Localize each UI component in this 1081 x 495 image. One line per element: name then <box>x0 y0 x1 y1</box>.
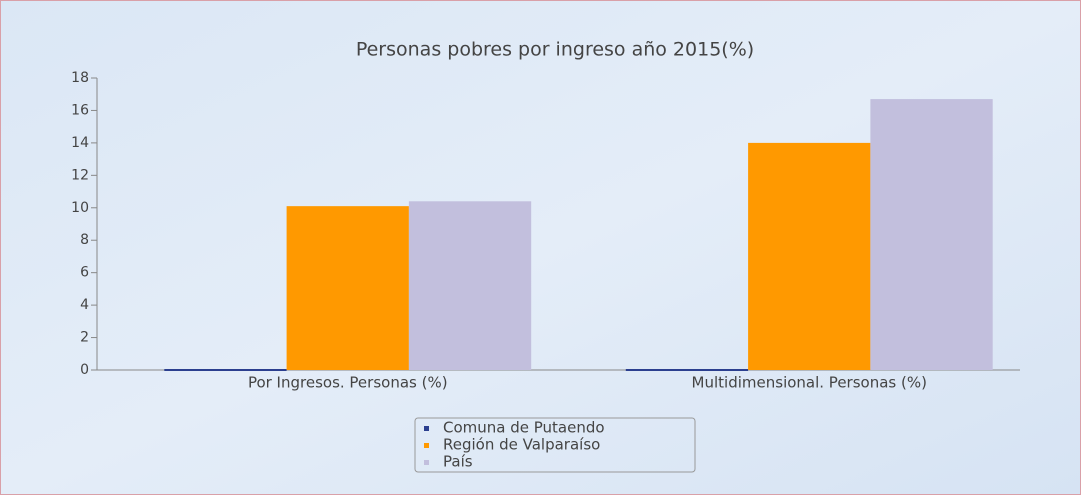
bar <box>870 99 993 370</box>
chart-title: Personas pobres por ingreso año 2015(%) <box>356 39 754 61</box>
bar <box>164 369 287 371</box>
legend-box <box>414 417 696 473</box>
y-tick-label: 18 <box>71 70 89 86</box>
y-tick-label: 2 <box>80 330 89 346</box>
y-tick-label: 6 <box>80 265 89 281</box>
legend-label: Comuna de Putaendo <box>443 419 605 437</box>
bar <box>408 201 532 370</box>
y-tick-label: 8 <box>80 232 89 248</box>
y-tick-label: 0 <box>80 362 89 378</box>
y-tick-label: 14 <box>71 135 89 151</box>
x-tick-label: Multidimensional. Personas (%) <box>692 374 927 392</box>
legend-swatch <box>424 443 429 448</box>
bar <box>625 369 749 371</box>
legend-label: País <box>443 453 473 471</box>
bar <box>748 142 871 370</box>
x-tick-label: Por Ingresos. Personas (%) <box>248 374 448 392</box>
y-tick-label: 12 <box>71 167 89 183</box>
y-tick-label: 10 <box>71 200 89 216</box>
legend-swatch <box>424 460 429 465</box>
legend-label: Región de Valparaíso <box>443 436 600 454</box>
bar <box>286 206 409 370</box>
y-tick-label: 16 <box>71 102 89 118</box>
y-tick-label: 4 <box>80 297 89 313</box>
legend-swatch <box>424 426 429 431</box>
